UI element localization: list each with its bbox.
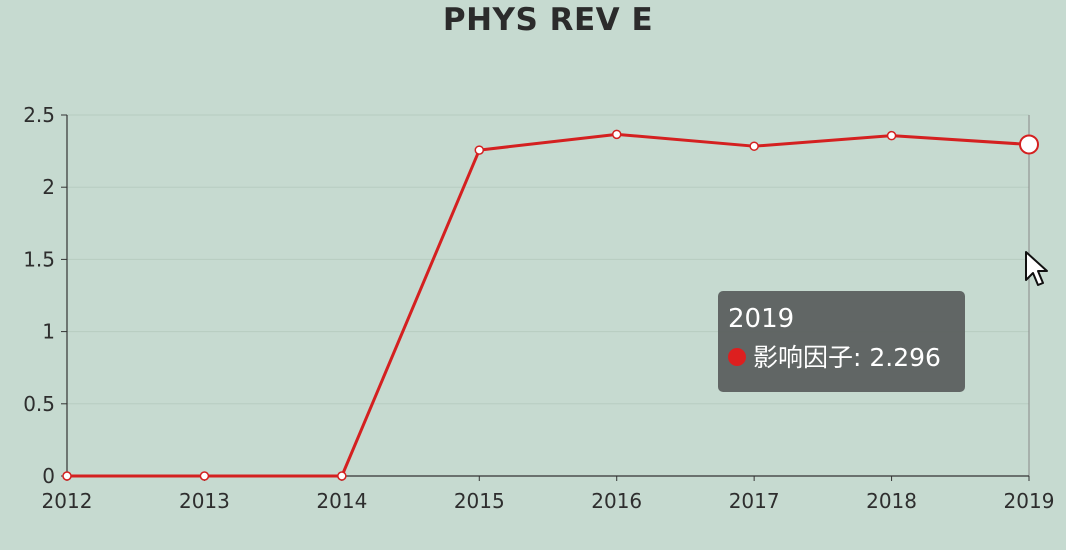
tooltip-title: 2019 — [728, 304, 795, 334]
tick-labels: 0 0.5 1 1.5 2 2.5 2012 2013 2014 2015 2016 2017 2018… — [23, 103, 1054, 513]
data-point[interactable] — [199, 471, 210, 481]
data-tooltip: 2019 影响因子: 2.296 — [718, 291, 965, 392]
gridlines — [67, 114, 1030, 476]
x-tick-label: 2019 — [1004, 489, 1055, 513]
series-line — [67, 132, 1030, 478]
chart-title: PHYS REV E — [442, 2, 654, 38]
x-tick-label: 2015 — [454, 489, 505, 513]
data-point[interactable] — [62, 471, 72, 481]
mouse-pointer-icon — [1025, 251, 1048, 286]
data-point[interactable] — [749, 141, 759, 151]
series-marker-icon — [728, 348, 746, 366]
y-tick-label: 1.5 — [23, 247, 55, 271]
x-tick-label: 2014 — [316, 489, 367, 513]
data-point[interactable] — [611, 129, 622, 140]
data-point[interactable] — [337, 471, 347, 481]
y-tick-label: 1 — [42, 320, 55, 344]
tooltip-series-label: 影响因子 — [753, 343, 854, 372]
highlighted-data-point[interactable] — [1019, 134, 1039, 155]
x-tick-label: 2013 — [179, 489, 230, 513]
tooltip-value: 2.296 — [869, 343, 941, 372]
x-tick-label: 2017 — [729, 489, 780, 513]
y-tick-label: 0 — [42, 464, 55, 488]
x-tick-label: 2012 — [42, 489, 93, 513]
series-layer — [62, 129, 1039, 481]
data-point[interactable] — [886, 130, 897, 141]
y-tick-label: 2 — [42, 175, 55, 199]
y-tick-label: 2.5 — [23, 103, 55, 127]
x-tick-label: 2016 — [591, 489, 642, 513]
tooltip-separator: : — [853, 343, 870, 372]
x-tick-label: 2018 — [866, 489, 917, 513]
data-point[interactable] — [474, 145, 485, 155]
y-tick-label: 0.5 — [23, 392, 55, 416]
tooltip-row: 影响因子: 2.296 — [728, 341, 955, 375]
